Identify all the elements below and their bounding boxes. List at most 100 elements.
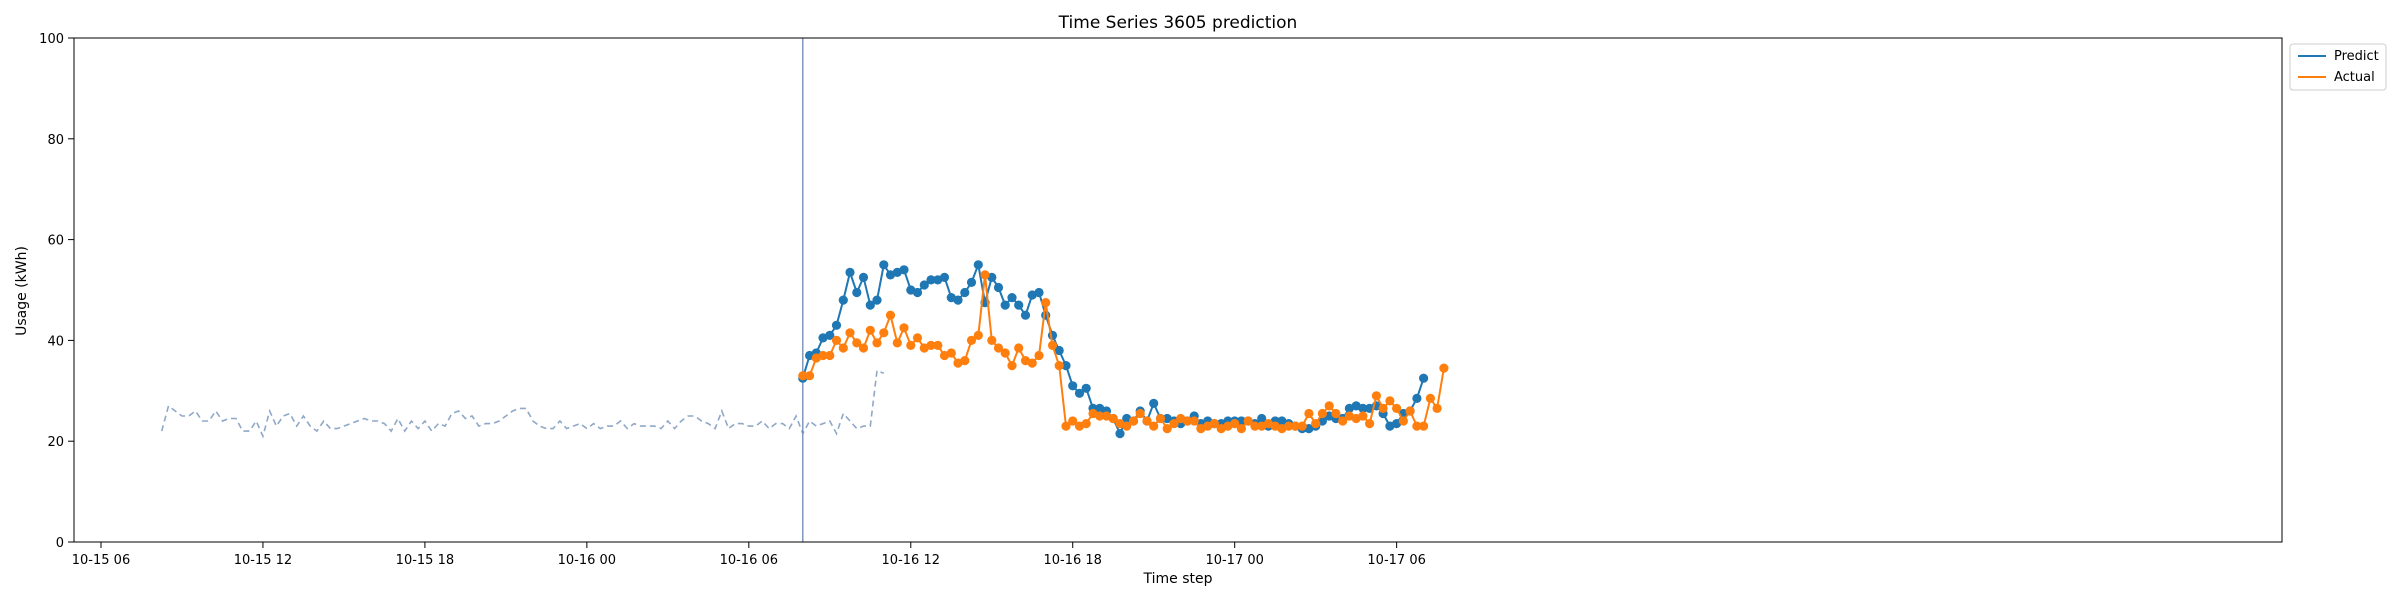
actual-point [1419,421,1429,431]
actual-point [1230,419,1240,429]
actual-point [1236,424,1246,434]
actual-point [1007,361,1017,371]
actual-point [892,338,902,348]
actual-point [825,350,835,361]
actual-point [987,335,997,345]
actual-point [1284,421,1294,431]
predict-point [1115,429,1125,439]
actual-point [1122,421,1132,431]
chart-title: Time Series 3605 prediction [1058,13,1298,33]
actual-point [1135,408,1145,419]
actual-point [1290,421,1300,431]
actual-point [845,328,855,338]
y-axis-label: Usage (kWh) [14,246,30,336]
predict-point [1419,373,1429,383]
predict-point [1061,361,1071,371]
actual-point [805,371,815,381]
predict-point [993,282,1004,293]
actual-point [1331,408,1341,419]
actual-point [1189,416,1199,426]
predict-point [939,272,950,282]
actual-point [933,340,943,350]
predict-point [1081,383,1091,393]
actual-point [980,270,990,280]
actual-point [1432,403,1442,413]
predict-point [858,272,869,282]
actual-point [1027,358,1037,368]
actual-point [1439,363,1449,373]
actual-point [818,350,828,361]
actual-point [885,310,896,320]
predict-point [1412,393,1422,403]
actual-point [872,338,882,348]
predict-point [872,295,882,305]
actual-point [1108,413,1118,424]
actual-point [1142,416,1152,426]
predict-point [1007,293,1017,303]
actual-point [1398,416,1408,426]
actual-point [1182,416,1192,426]
actual-point [1014,343,1024,353]
y-tick-label: 20 [47,435,64,450]
predict-point [879,260,889,270]
actual-series [798,270,1449,434]
actual-point [1243,416,1253,426]
actual-point [1169,419,1179,429]
legend-predict-label: Predict [2334,49,2379,64]
x-tick-label: 10-15 18 [396,553,454,568]
actual-point [852,338,862,348]
predict-point [1149,398,1159,408]
actual-point [798,371,808,381]
actual-point [1412,421,1422,431]
axes: 0 20 40 60 80 100 10-15 06 10-15 12 10-15 18 10-1… [39,32,2283,568]
x-tick-label: 10-17 00 [1205,553,1263,568]
actual-point [1371,391,1381,401]
predict-point [912,287,923,298]
actual-point [906,340,916,350]
actual-point [1385,396,1395,406]
predict-point [1034,287,1044,298]
actual-point [1324,401,1334,411]
x-tick-label: 10-15 12 [234,553,292,568]
actual-point [1304,408,1314,419]
history-series [160,369,885,439]
actual-point [1365,419,1375,429]
actual-point [1081,419,1091,429]
actual-point [1311,419,1321,429]
actual-point [838,343,848,353]
predict-point [919,280,929,290]
x-tick-label: 10-15 06 [72,553,130,568]
actual-point [858,343,869,353]
x-tick-label: 10-16 00 [558,553,616,568]
actual-point [1068,416,1078,426]
y-tick-label: 60 [47,234,64,249]
predict-point [1257,413,1267,424]
actual-point [879,328,889,338]
actual-point [1425,393,1435,403]
actual-point [1061,421,1071,431]
y-tick-label: 0 [56,536,64,551]
x-tick-label: 10-16 18 [1044,553,1102,568]
actual-point [1149,421,1159,431]
actual-point [1128,416,1139,426]
actual-point [926,340,936,350]
actual-point [1392,403,1402,413]
actual-point [1250,421,1260,431]
y-tick-label: 80 [47,133,64,148]
predict-point [845,267,855,277]
actual-point [1041,298,1051,308]
actual-point [1297,421,1307,431]
predict-point [953,295,963,305]
x-tick-label: 10-17 06 [1367,553,1425,568]
actual-point [960,356,970,366]
actual-point [1054,361,1064,371]
predict-point [1358,403,1368,413]
predict-point [1000,300,1010,310]
predict-point [1020,310,1031,320]
actual-point [946,348,956,358]
actual-point [1095,411,1105,421]
predict-point [926,275,936,285]
actual-point [973,330,983,340]
predict-point [966,277,977,287]
actual-point [993,343,1004,353]
